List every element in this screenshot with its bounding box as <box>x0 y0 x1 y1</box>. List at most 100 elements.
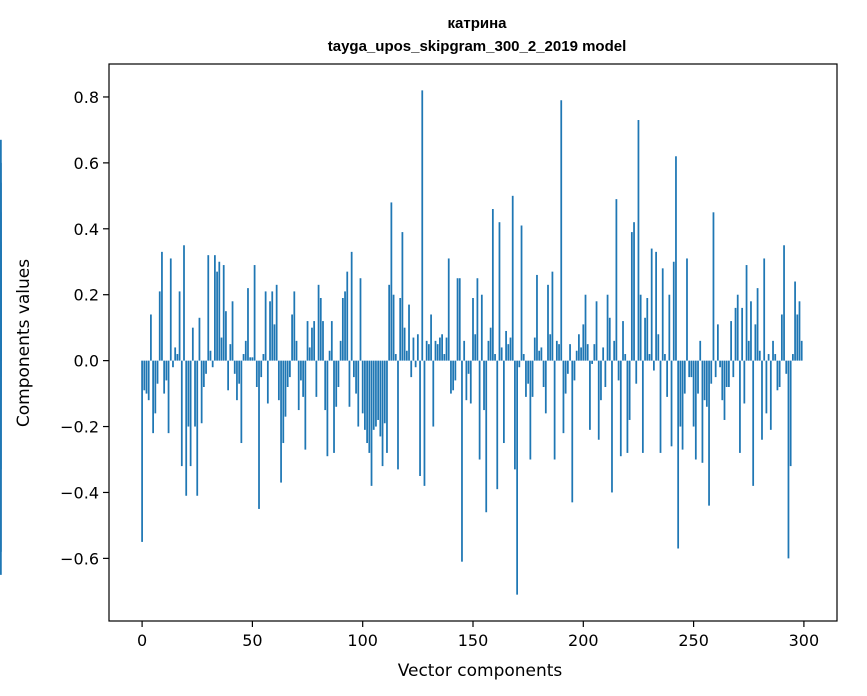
bar-141 <box>452 360 455 391</box>
bar-167 <box>509 337 512 361</box>
bar-27 <box>200 360 203 424</box>
bar-286 <box>772 340 774 361</box>
x-tick-label: 250 <box>678 631 709 650</box>
bar-98 <box>357 360 360 427</box>
bar-122 <box>410 360 413 378</box>
bar-92 <box>344 291 346 361</box>
bar-218 <box>622 321 624 361</box>
bar-195 <box>571 360 574 503</box>
bar-172 <box>520 225 523 361</box>
bar-38 <box>225 311 227 361</box>
bar-131 <box>430 314 432 361</box>
bar-35 <box>218 261 221 361</box>
bar-49 <box>249 357 252 361</box>
bar-136 <box>441 334 443 361</box>
bar-205 <box>593 344 596 361</box>
bar-6 <box>154 360 157 414</box>
y-tick-label: −0.6 <box>60 549 99 568</box>
bar-230 <box>648 354 651 361</box>
bar-281 <box>761 360 763 440</box>
bar-97 <box>355 360 357 394</box>
bar-222 <box>630 232 633 361</box>
bar-275 <box>747 340 750 361</box>
bar-287 <box>774 354 777 361</box>
bar-119 <box>403 327 406 361</box>
bar-73 <box>302 360 305 397</box>
bar-256 <box>705 360 708 407</box>
bar-184 <box>547 284 549 361</box>
bar-203 <box>589 360 591 430</box>
bar-156 <box>485 360 488 513</box>
bar-209 <box>602 347 605 361</box>
bar-216 <box>617 360 620 381</box>
bar-51 <box>253 265 256 361</box>
bar-225 <box>637 120 640 361</box>
y-tick-label: 0.6 <box>74 154 99 173</box>
y-axis-ticks: −0.6 −0.4 −0.2 0.0 0.2 0.4 0.6 0.8 <box>60 88 109 568</box>
bar-33 <box>214 255 216 361</box>
bar-14 <box>172 360 174 368</box>
bar-252 <box>697 360 699 394</box>
bar-208 <box>600 360 602 401</box>
bar-23 <box>191 327 194 361</box>
bar-109 <box>381 360 384 467</box>
bar-105 <box>372 360 375 430</box>
bar-2 <box>145 360 148 394</box>
bar-282 <box>763 258 766 361</box>
bar-52 <box>255 360 258 387</box>
bar-87 <box>333 360 335 453</box>
bar-4 <box>150 314 152 361</box>
bar-163 <box>500 347 503 361</box>
bar-248 <box>688 360 691 378</box>
bar-235 <box>659 360 662 453</box>
bar-128 <box>423 360 426 486</box>
bar-237 <box>664 354 666 361</box>
bar-295 <box>792 354 794 361</box>
bar-118 <box>401 232 404 361</box>
bar-139 <box>447 258 450 361</box>
bar-96 <box>352 360 355 378</box>
bar-90 <box>339 340 342 361</box>
bar-69 <box>293 291 296 361</box>
bar-165 <box>505 330 507 361</box>
bar-219 <box>624 354 627 361</box>
bar-297 <box>796 314 799 361</box>
bar-24 <box>194 360 196 427</box>
y-tick-label: 0.4 <box>74 220 99 239</box>
bar-94 <box>348 360 351 407</box>
bar-53 <box>258 360 260 509</box>
bar-211 <box>606 294 609 361</box>
bars-group <box>0 90 803 595</box>
bar-78 <box>313 321 316 361</box>
bar-217 <box>619 360 622 457</box>
bar-200 <box>582 324 585 361</box>
bar-260 <box>714 360 717 378</box>
bar-162 <box>498 222 501 361</box>
bar-161 <box>496 360 499 490</box>
bar-46 <box>242 354 245 361</box>
bar-85 <box>328 350 331 361</box>
bar-133 <box>434 340 437 361</box>
chart-title: катрина <box>448 15 508 32</box>
bar-170 <box>516 360 518 595</box>
bar-202 <box>586 344 589 361</box>
bar-213 <box>611 360 613 493</box>
bar-84 <box>326 360 329 457</box>
bar-undefined <box>0 360 2 552</box>
bar-102 <box>366 360 368 444</box>
bar-174 <box>525 360 527 397</box>
bar-280 <box>758 350 761 361</box>
bar-36 <box>220 337 223 361</box>
bar-65 <box>284 360 287 417</box>
bar-254 <box>701 360 704 463</box>
bar-71 <box>297 360 300 411</box>
bar-21 <box>187 360 190 427</box>
bar-289 <box>778 360 781 387</box>
bar-249 <box>690 360 693 378</box>
bar-45 <box>240 360 243 444</box>
bar-223 <box>633 222 635 361</box>
bar-75 <box>306 321 309 361</box>
bar-93 <box>346 271 349 361</box>
bar-242 <box>675 156 677 361</box>
bar-261 <box>716 324 719 361</box>
